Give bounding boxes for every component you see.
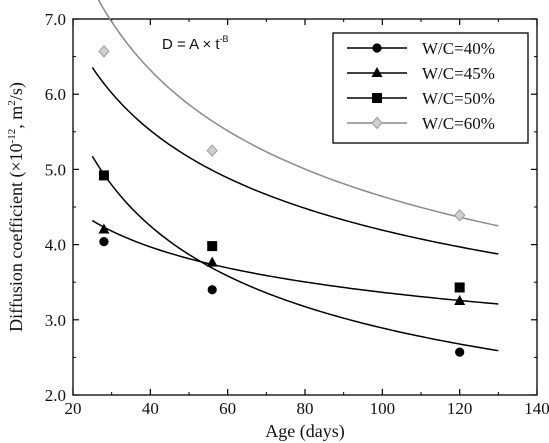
legend-label-w-c-40-: W/C=40% [422,39,495,58]
data-point-w-c-60- [453,209,466,222]
data-point-w-c-50- [98,170,109,181]
data-point-w-c-50- [454,282,465,293]
y-tick-label: 3.0 [45,311,66,330]
data-point-w-c-40- [455,347,465,357]
data-point-w-c-40- [99,236,109,247]
y-axis-title: Diffusion coefficient (×10-12, m2/s) [6,82,27,332]
x-axis-title: Age (days) [265,421,344,442]
y-tick-label: 2.0 [45,386,66,405]
data-point-w-c-40- [207,285,217,295]
x-tick-label: 20 [65,399,82,418]
fit-curve-w-c-60- [97,0,499,227]
data-point-w-c-45- [454,295,466,305]
equation-main: D = A × t [162,36,220,53]
y-tick-label: 6.0 [45,85,66,104]
legend-marker-w-c-40- [372,43,382,53]
legend-box [332,32,529,144]
legend: W/C=40% W/C=45% W/C=50% W/C=60% [332,32,529,144]
y-tick-labels: 2.0 3.0 4.0 5.0 6.0 7.0 [45,10,66,405]
fit-curves [91,0,499,352]
x-tick-label: 140 [524,399,549,418]
x-tick-label: 40 [142,399,159,418]
legend-label-w-c-60-: W/C=60% [422,114,495,133]
x-tick-labels: 20 40 60 80 100 120 140 [65,399,549,418]
y-axis-title-main: Diffusion coefficient (×10 [6,143,27,331]
x-tick-label: 120 [447,399,473,418]
data-point-w-c-50- [207,241,218,252]
legend-label-w-c-50-: W/C=50% [422,89,495,108]
legend-items: W/C=40% W/C=45% W/C=50% W/C=60% [347,39,495,133]
fit-curve-w-c-40- [91,155,499,352]
y-axis-title-tail: , m [6,106,26,129]
y-axis-title-exp: -12 [6,129,18,144]
data-point-w-c-60- [98,45,110,58]
fit-curve-w-c-45- [91,219,499,305]
data-markers [98,45,466,357]
data-point-w-c-45- [98,223,110,234]
y-tick-label: 7.0 [45,10,66,29]
y-tick-label: 5.0 [45,160,66,179]
x-tick-label: 80 [297,399,314,418]
data-point-w-c-60- [206,144,218,157]
legend-marker-w-c-50- [372,93,382,103]
x-tick-label: 60 [219,399,236,418]
equation-exponent: -B [220,34,229,44]
fit-curve-w-c-50- [91,67,499,255]
legend-label-w-c-45-: W/C=45% [422,64,495,83]
legend-marker-w-c-60- [371,116,383,130]
x-tick-label: 100 [370,399,396,418]
y-axis-title-exp2: 2 [6,100,18,106]
y-tick-label: 4.0 [45,236,66,255]
y-axis-title-end: /s) [6,82,27,100]
legend-marker-w-c-45- [371,67,383,77]
data-point-w-c-45- [206,256,218,267]
equation-annotation: D = A × t-B [162,34,229,53]
